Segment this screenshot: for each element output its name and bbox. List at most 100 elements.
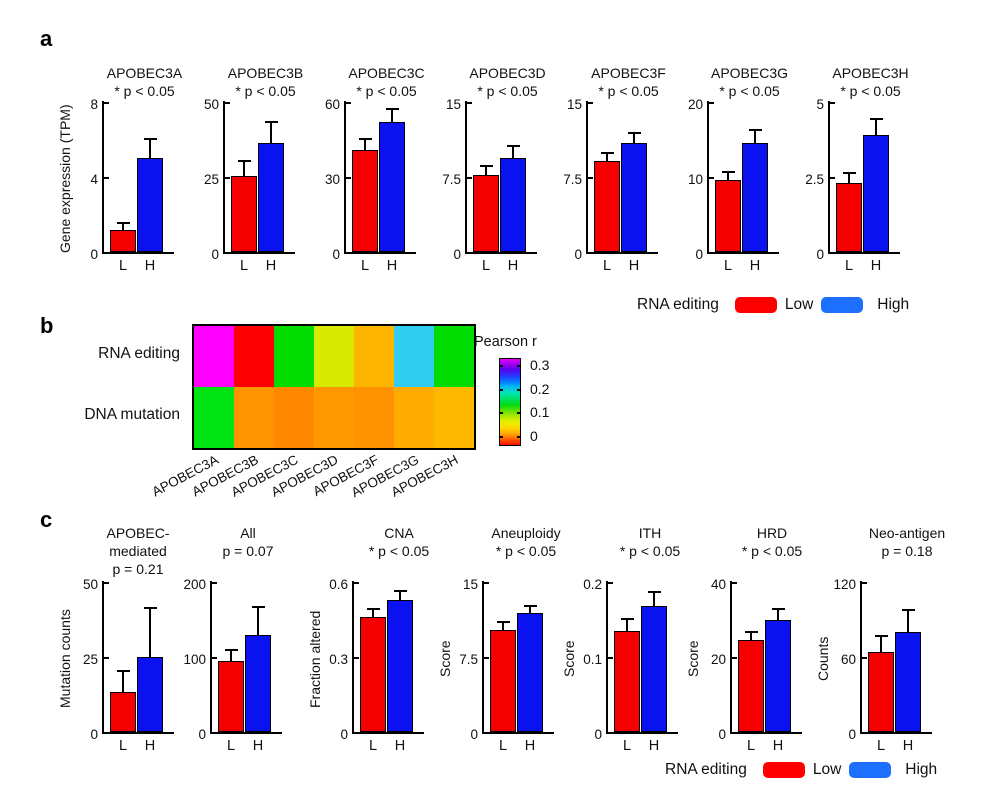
y-axis-tick (608, 657, 613, 659)
chart-body: 0 7.5 15 L H (452, 577, 576, 754)
error-bar-cap (393, 590, 407, 592)
y-tick-labels: 0 25 50 (193, 97, 223, 262)
bar-chart-aneuploidy: Aneuploidy * p < 0.05 Score 0 7.5 15 L H (437, 524, 576, 754)
bar-chart-all: All p = 0.07 0 100 200 L H (180, 524, 292, 754)
legend-panel-a: RNA editing Low High (637, 296, 909, 314)
legend-swatch-low (734, 297, 777, 313)
panel-label-c: c (40, 507, 53, 532)
error-bar-cap (237, 160, 251, 162)
x-category-label: L (622, 738, 632, 754)
error-bar-cap (116, 221, 130, 224)
chart-title-block: APOBEC3H * p < 0.05 (798, 64, 919, 104)
y-tick-label: 50 (82, 577, 98, 592)
x-axis (210, 732, 282, 734)
x-axis (465, 252, 537, 254)
x-category-label: H (394, 738, 406, 754)
y-axis-tick (588, 102, 593, 104)
y-tick-label: 0 (332, 247, 340, 262)
error-bar-cap (771, 608, 785, 611)
y-tick-label: 7.5 (442, 172, 461, 187)
chart-p-value: p = 0.18 (881, 543, 933, 560)
x-category-label: L (723, 258, 733, 274)
bar-chart-apobec3d: APOBEC3D * p < 0.05 0 7.5 15 L H (435, 64, 556, 274)
y-axis-tick (732, 657, 737, 659)
heatmap-cell-dna-mutation-apobec3c (274, 387, 314, 448)
y-tick-label: 0.3 (329, 652, 348, 667)
chart-p-value: * p < 0.05 (495, 543, 557, 560)
panel-a-chart-row: APOBEC3A * p < 0.05 Gene expression (TPM) 0… (57, 64, 919, 274)
chart-body: 0 20 40 L H (700, 577, 820, 754)
x-category-label: H (265, 258, 277, 274)
x-category-label: H (628, 258, 640, 274)
legend-title: RNA editing (637, 296, 719, 313)
error-bar (529, 607, 531, 613)
bar-high (641, 606, 667, 732)
error-bar (606, 154, 608, 161)
y-axis (102, 101, 104, 254)
bar-high (258, 142, 284, 252)
bar-chart-cna: CNA * p < 0.05 Fraction altered 0 0.3 0.6 L H (307, 524, 452, 754)
y-tick-label: 200 (183, 577, 206, 592)
error-bar-cap (721, 171, 735, 174)
x-category-label: L (368, 738, 378, 754)
y-tick-labels: 0 7.5 15 (556, 97, 586, 262)
chart-title-block: APOBEC3F * p < 0.05 (556, 64, 677, 104)
y-tick-label: 0 (718, 727, 726, 742)
error-bar-cap (748, 129, 762, 132)
error-bar (230, 651, 232, 661)
error-bar-cap (358, 137, 372, 140)
chart-body: 0 10 20 L H (677, 97, 798, 274)
y-tick-label: 7.5 (563, 172, 582, 187)
error-bar (399, 592, 401, 600)
x-axis (730, 732, 802, 734)
error-bar-cap (874, 635, 888, 637)
bar-low (836, 183, 862, 252)
x-category-label: H (772, 738, 784, 754)
y-tick-labels: 0 7.5 15 (435, 97, 465, 262)
y-tick-label: 0 (848, 727, 856, 742)
colorbar-tick-mark (499, 365, 503, 367)
chart-title: APOBEC- (106, 525, 170, 541)
y-tick-label: 8 (90, 97, 98, 112)
chart-title: APOBEC3B (227, 65, 304, 81)
y-tick-label: 0.2 (583, 577, 602, 592)
heatmap-cell-rna-editing-apobec3d (314, 326, 354, 387)
x-category-label: L (239, 258, 249, 274)
colorbar-tick-mark (499, 412, 503, 414)
chart-body: 0 60 120 L H (830, 577, 960, 754)
y-tick-label: 120 (833, 577, 856, 592)
x-category-label: H (648, 738, 660, 754)
chart-title: ITH (638, 525, 662, 541)
chart-title-block: APOBEC3C * p < 0.05 (314, 64, 435, 104)
y-axis-tick (732, 582, 737, 584)
y-tick-label: 15 (462, 577, 478, 592)
x-axis (482, 732, 554, 734)
y-tick-labels: 0 100 200 (180, 577, 210, 742)
y-axis-tick (588, 177, 593, 179)
error-bar-cap (385, 107, 399, 110)
error-bar-cap (143, 607, 157, 609)
error-bar (727, 173, 729, 180)
bar-chart-apobec3a: APOBEC3A * p < 0.05 Gene expression (TPM) 0… (57, 64, 193, 274)
x-axis (223, 252, 295, 254)
legend-panel-c: RNA editing Low High (665, 761, 937, 779)
colorbar-tick-label: 0 (530, 427, 538, 444)
y-tick-label: 0 (574, 247, 582, 262)
y-tick-label: 15 (445, 97, 461, 112)
bar-high (895, 632, 921, 732)
error-bar (502, 623, 504, 630)
heatmap-cell-rna-editing-apobec3b (234, 326, 274, 387)
bar-high (621, 143, 647, 252)
bar-high (387, 599, 413, 732)
heatmap-row-label: RNA editing (98, 345, 180, 362)
y-axis-tick (212, 657, 217, 659)
error-bar (243, 162, 245, 176)
colorbar-tick-mark (499, 435, 503, 438)
bar-high (742, 143, 768, 252)
legend-high-label: High (905, 761, 938, 778)
legend-swatch-high (821, 297, 864, 313)
